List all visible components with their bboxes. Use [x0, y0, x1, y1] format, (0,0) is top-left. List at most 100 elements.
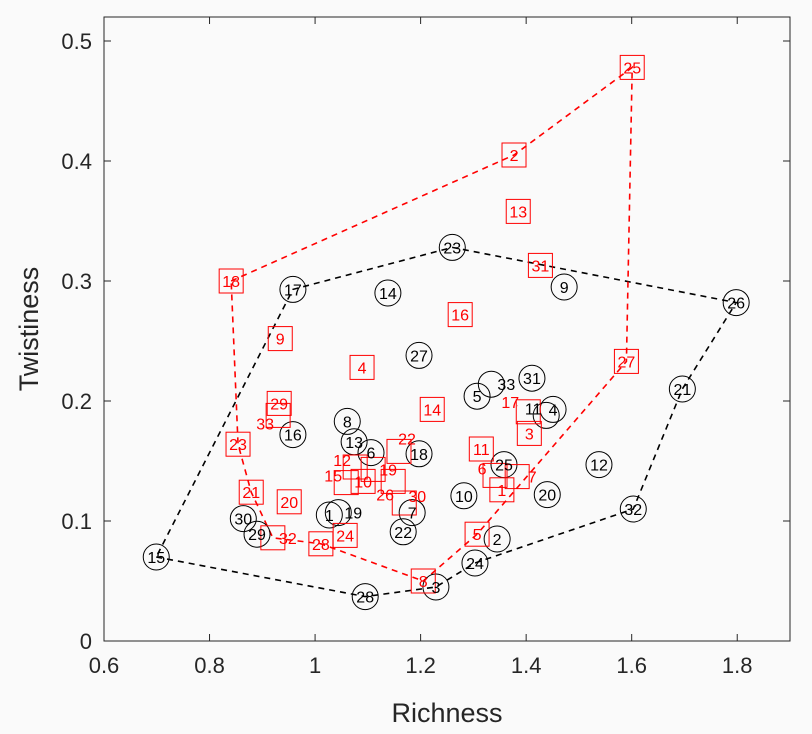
- squares-point-22: [386, 438, 412, 464]
- square-marker: [515, 399, 541, 425]
- squares-point-label: 24: [336, 528, 354, 545]
- square-marker: [380, 468, 406, 494]
- circle-marker: [279, 421, 307, 449]
- square-marker: [391, 490, 417, 516]
- square-marker: [447, 302, 473, 328]
- x-tick-label: 1.2: [405, 653, 436, 678]
- squares-point-11: [468, 436, 494, 462]
- squares-point-label: 29: [270, 396, 288, 413]
- circles-point-label: 25: [495, 458, 513, 475]
- circles-point-label: 20: [538, 488, 556, 505]
- y-tick-label: 0.4: [61, 149, 92, 174]
- squares-point-9: [267, 326, 293, 352]
- squares-point-label: 23: [229, 437, 247, 454]
- square-marker: [218, 268, 244, 294]
- circles-point-23: [438, 233, 466, 261]
- circles-point-7: [398, 499, 426, 527]
- circle-marker: [722, 289, 750, 317]
- circles-point-label: 26: [727, 296, 745, 313]
- squares-point-label: 20: [280, 495, 298, 512]
- circle-marker: [398, 499, 426, 527]
- circle-marker: [619, 495, 647, 523]
- circles-point-label: 11: [525, 401, 542, 418]
- circles-point-15: [142, 543, 170, 571]
- squares-point-15: [333, 470, 359, 496]
- squares-point-20: [276, 489, 302, 515]
- circles-point-label: 24: [466, 556, 484, 573]
- square-marker: [516, 420, 542, 446]
- circles-point-label: 4: [549, 402, 558, 419]
- squares-point-label: 32: [279, 531, 297, 548]
- circles-point-label: 1: [325, 508, 334, 525]
- squares-point-label: 6: [478, 461, 487, 478]
- circle-marker: [450, 482, 478, 510]
- squares-point-27: [613, 348, 639, 374]
- square-marker: [501, 142, 527, 168]
- square-marker: [489, 477, 515, 503]
- circle-marker: [533, 481, 561, 509]
- circles-point-2: [483, 525, 511, 553]
- squares-point-21: [238, 479, 264, 505]
- squares-point-6: [482, 462, 508, 488]
- circle-marker: [483, 525, 511, 553]
- squares-point-label: 22: [398, 431, 416, 448]
- square-marker: [527, 252, 553, 278]
- circles-point-label: 5: [473, 389, 482, 406]
- circles-point-label: 16: [284, 428, 302, 445]
- circles-point-label: 12: [590, 458, 608, 475]
- squares-point-7: [504, 464, 530, 490]
- circles-point-label: 3: [431, 580, 440, 597]
- squares-point-label: 7: [528, 470, 537, 487]
- circles-point-label: 15: [147, 550, 165, 567]
- squares-point-8: [410, 568, 436, 594]
- circles-point-33: [477, 370, 505, 398]
- circles-point-5: [463, 382, 491, 410]
- square-marker: [260, 525, 286, 551]
- squares-point-label: 26: [376, 487, 394, 504]
- squares-point-label: 12: [333, 453, 351, 470]
- square-marker: [419, 396, 445, 422]
- squares-point-label: 16: [451, 308, 469, 325]
- squares-point-2: [501, 142, 527, 168]
- circle-marker: [518, 364, 546, 392]
- circles-point-label: 19: [344, 506, 362, 523]
- x-tick-label: 1.6: [616, 653, 647, 678]
- square-marker: [342, 454, 368, 480]
- circles-point-24: [461, 549, 489, 577]
- circles-point-label: 32: [624, 502, 642, 519]
- circles-point-30: [229, 505, 257, 533]
- x-tick-label: 0.6: [89, 653, 120, 678]
- circle-marker: [357, 439, 385, 467]
- circle-marker: [422, 573, 450, 601]
- square-marker: [410, 568, 436, 594]
- squares-point-1: [489, 477, 515, 503]
- circle-marker: [405, 341, 433, 369]
- circles-point-label: 30: [234, 512, 252, 529]
- circle-marker: [142, 543, 170, 571]
- circles-hull-line: [155, 246, 738, 598]
- squares-point-16: [447, 302, 473, 328]
- squares-point-label: 30: [408, 489, 426, 506]
- circles-point-label: 17: [284, 282, 302, 299]
- x-axis-label: Richness: [391, 698, 502, 728]
- square-marker: [308, 531, 334, 557]
- squares-point-label: 5: [473, 527, 482, 544]
- square-marker: [265, 402, 291, 428]
- squares-point-label: 15: [324, 469, 342, 486]
- squares-point-33: [265, 402, 291, 428]
- circle-marker: [315, 501, 343, 529]
- squares-point-32: [260, 525, 286, 551]
- circles-point-31: [518, 364, 546, 392]
- circle-marker: [279, 275, 307, 303]
- circles-point-label: 6: [367, 446, 376, 463]
- circle-marker: [438, 233, 466, 261]
- square-marker: [505, 198, 531, 224]
- squares-point-label: 13: [509, 204, 527, 221]
- square-marker: [238, 479, 264, 505]
- squares-point-25: [619, 54, 645, 80]
- circles-point-12: [585, 451, 613, 479]
- squares-point-17: [515, 399, 541, 425]
- circle-marker: [585, 451, 613, 479]
- circles-point-10: [450, 482, 478, 510]
